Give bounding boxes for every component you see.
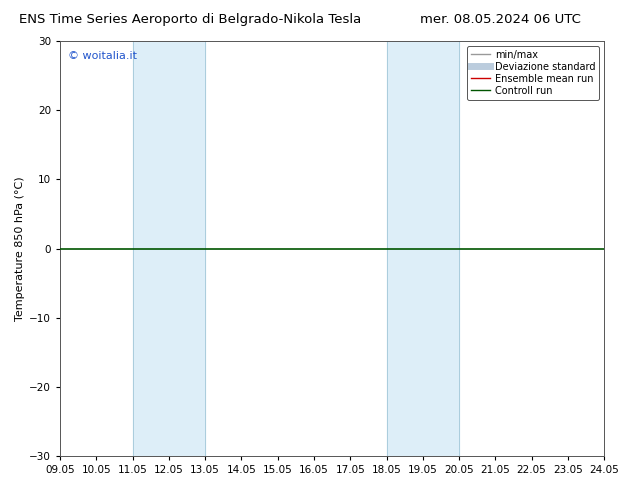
Text: mer. 08.05.2024 06 UTC: mer. 08.05.2024 06 UTC bbox=[420, 13, 581, 26]
Bar bbox=[133, 41, 205, 456]
Bar bbox=[387, 41, 459, 456]
Legend: min/max, Deviazione standard, Ensemble mean run, Controll run: min/max, Deviazione standard, Ensemble m… bbox=[467, 46, 599, 99]
Text: © woitalia.it: © woitalia.it bbox=[68, 51, 137, 61]
Text: ENS Time Series Aeroporto di Belgrado-Nikola Tesla: ENS Time Series Aeroporto di Belgrado-Ni… bbox=[19, 13, 361, 26]
Y-axis label: Temperature 850 hPa (°C): Temperature 850 hPa (°C) bbox=[15, 176, 25, 321]
